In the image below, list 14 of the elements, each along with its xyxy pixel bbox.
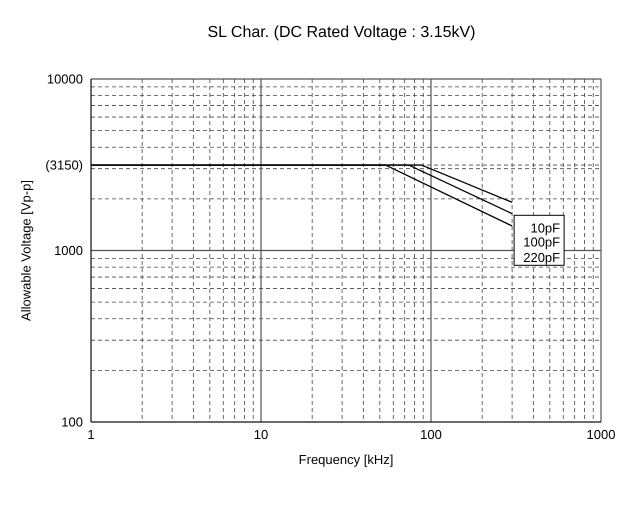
chart-title: SL Char. (DC Rated Voltage : 3.15kV) bbox=[206, 23, 476, 43]
x-tick-label: 100 bbox=[420, 427, 442, 442]
y-tick-label: 10000 bbox=[46, 72, 83, 87]
x-tick-label: 1 bbox=[87, 427, 95, 442]
y-axis-title: Allowable Voltage [Vp-p] bbox=[18, 180, 34, 321]
y-tick-label: (3150) bbox=[45, 158, 83, 173]
text: 220pF bbox=[523, 250, 560, 265]
series-label: 10pF bbox=[530, 220, 560, 236]
x-tick-label: 10 bbox=[254, 427, 268, 442]
y-tick-label: 1000 bbox=[54, 243, 83, 258]
x-tick-label: 1000 bbox=[586, 427, 616, 442]
series-label: 100pF bbox=[523, 234, 560, 250]
y-tick-label: 100 bbox=[61, 414, 83, 430]
x-axis-title: Frequency [kHz] bbox=[298, 452, 394, 467]
